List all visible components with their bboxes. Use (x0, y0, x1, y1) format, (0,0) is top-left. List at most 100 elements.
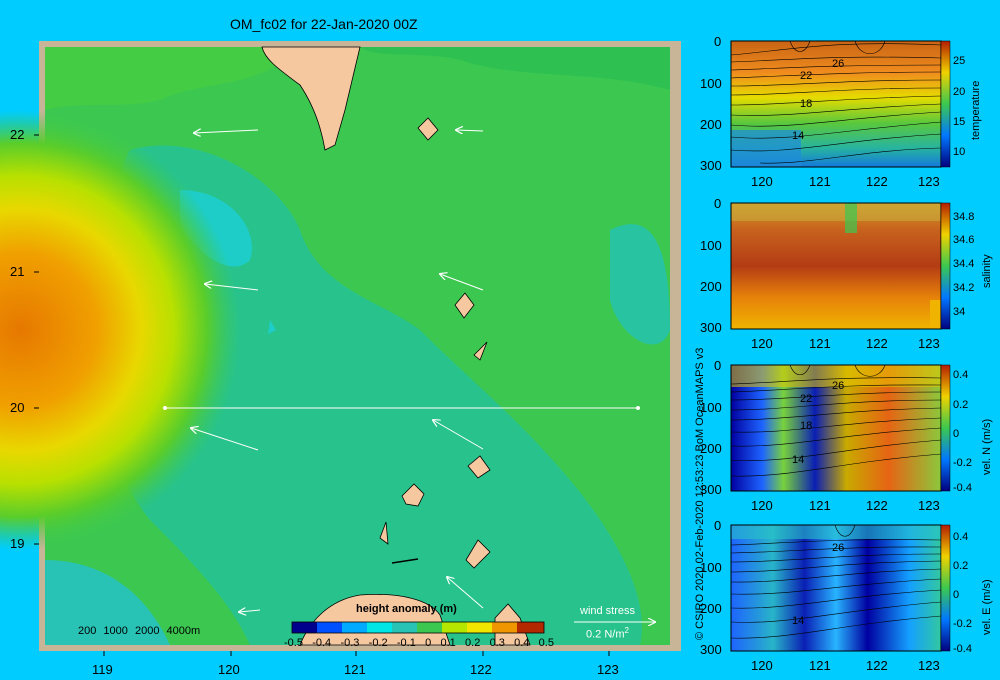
colorbar-tick: -0.2 (368, 637, 388, 649)
sal-ytick: 200 (700, 279, 722, 294)
temp-cb-tick: 25 (953, 55, 966, 67)
colorbar-label: height anomaly (m) (356, 603, 457, 615)
vn-xtick: 120 (751, 498, 773, 513)
colorbar-tick: 0 (425, 637, 432, 649)
temp-contour-label: 26 (832, 58, 845, 70)
vn-cb-tick: 0.2 (953, 399, 969, 411)
temp-ytick: 300 (700, 158, 722, 173)
vn-contour-label: 14 (792, 454, 805, 466)
map-ytick: 20 (10, 400, 25, 415)
wind-legend-label: wind stress (580, 605, 636, 617)
wind-vectors (191, 130, 655, 622)
ve-ytick: 300 (700, 642, 722, 657)
vn-contour-label: 22 (800, 393, 813, 405)
map-xtick: 123 (597, 662, 619, 677)
map-xtick: 122 (470, 662, 492, 677)
sal-var-label: salinity (981, 254, 993, 288)
vn-cb-tick: -0.4 (953, 482, 972, 494)
colorbar-tick: 0.3 (489, 637, 505, 649)
sal-cb-tick: 34.6 (953, 234, 975, 246)
ve-cb-tick: 0.4 (953, 531, 969, 543)
ve-cb-tick: -0.4 (953, 643, 972, 655)
vn-ytick: 0 (714, 358, 722, 373)
sal-xtick: 123 (918, 336, 940, 351)
colorbar-tick: 0.2 (465, 637, 481, 649)
temp-xtick: 123 (918, 174, 940, 189)
colorbar-tick: 0.4 (514, 637, 530, 649)
depth-legend-item: 4000m (166, 625, 201, 637)
ve-ytick: 100 (700, 560, 722, 575)
colorbar-tick: -0.3 (340, 637, 360, 649)
temperature-panel (730, 40, 951, 168)
temp-xtick: 120 (751, 174, 773, 189)
ve-ytick: 0 (714, 518, 722, 533)
vn-contour-label: 18 (800, 420, 813, 432)
temp-ytick: 200 (700, 117, 722, 132)
ve-contour-label: 14 (792, 615, 805, 627)
sal-cb-tick: 34 (953, 306, 966, 318)
sal-ytick: 0 (714, 196, 722, 211)
temp-cb-tick: 10 (953, 146, 966, 158)
vn-xtick: 121 (809, 498, 831, 513)
vel-n-panel (730, 364, 951, 492)
temp-xtick: 122 (866, 174, 888, 189)
wind-legend-scale: 0.2 N/m2 (586, 626, 629, 641)
map-ytick: 22 (10, 127, 25, 142)
temp-contour-label: 14 (792, 130, 805, 142)
temp-cb-tick: 15 (953, 116, 966, 128)
depth-legend: 200 1000 2000 4000m (78, 625, 200, 637)
ve-contour-label: 26 (832, 542, 845, 554)
ve-cb-tick: 0 (953, 589, 960, 601)
vn-cb-tick: 0.4 (953, 369, 969, 381)
colorbar-ticks: -0.5 -0.4 -0.3 -0.2 -0.1 0 0.1 0.2 0.3 0… (284, 637, 554, 649)
temp-xtick: 121 (809, 174, 831, 189)
ve-xtick: 122 (866, 658, 888, 673)
colorbar-tick: 0.5 (538, 637, 554, 649)
ve-xtick: 123 (918, 658, 940, 673)
sal-cb-tick: 34.8 (953, 211, 975, 223)
vn-cb-tick: 0 (953, 428, 960, 440)
colorbar-tick: -0.1 (396, 637, 416, 649)
salinity-panel (730, 202, 951, 330)
sal-xtick: 121 (809, 336, 831, 351)
sal-cb-tick: 34.2 (953, 282, 975, 294)
height-colorbar (291, 621, 545, 634)
temp-contour-label: 18 (800, 98, 813, 110)
vn-ytick: 100 (700, 400, 722, 415)
temp-contour-label: 22 (800, 70, 813, 82)
map-xtick: 120 (218, 662, 240, 677)
vn-ytick: 300 (700, 482, 722, 497)
sal-cb-tick: 34.4 (953, 258, 975, 270)
sal-xtick: 122 (866, 336, 888, 351)
map-xtick: 119 (92, 662, 113, 677)
ve-var-label: vel. E (m/s) (981, 579, 993, 635)
temp-var-label: temperature (970, 80, 982, 140)
vn-xtick: 123 (918, 498, 940, 513)
map-title: OM_fc02 for 22-Jan-2020 00Z (230, 16, 418, 32)
sal-ytick: 300 (700, 320, 722, 335)
height-anomaly-field (0, 47, 670, 646)
depth-legend-item: 2000 (134, 625, 160, 637)
vn-xtick: 122 (866, 498, 888, 513)
ve-ytick: 200 (700, 601, 722, 616)
temp-cb-tick: 20 (953, 86, 966, 98)
ve-xtick: 121 (809, 658, 831, 673)
depth-legend-item: 200 (78, 625, 97, 637)
vn-contour-label: 26 (832, 380, 845, 392)
colorbar-tick: 0.1 (440, 637, 456, 649)
colorbar-tick: -0.5 (284, 637, 303, 649)
map-ytick: 21 (10, 264, 25, 279)
temp-ytick: 0 (714, 34, 722, 49)
map-xtick: 121 (344, 662, 366, 677)
ve-cb-tick: 0.2 (953, 560, 969, 572)
vel-e-panel (730, 524, 951, 652)
temp-ytick: 100 (700, 76, 722, 91)
vn-ytick: 200 (700, 441, 722, 456)
colorbar-tick: -0.4 (312, 637, 332, 649)
map-ytick: 19 (10, 536, 25, 551)
vn-cb-tick: -0.2 (953, 457, 972, 469)
ve-cb-tick: -0.2 (953, 618, 972, 630)
depth-legend-item: 1000 (103, 625, 128, 637)
